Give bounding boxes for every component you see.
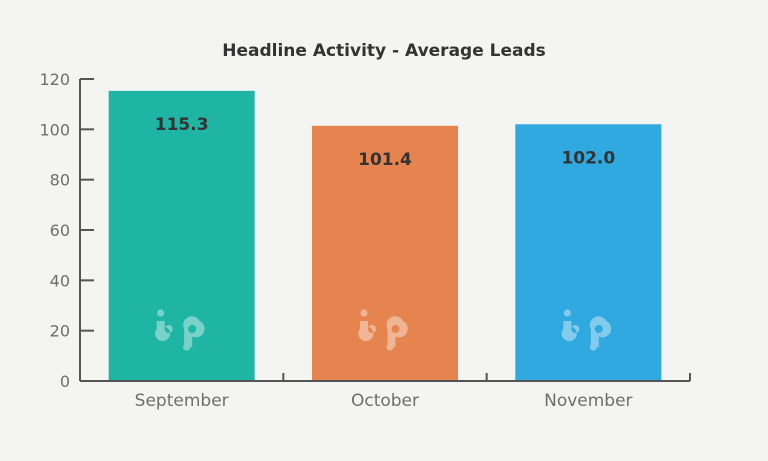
x-tick-label-september: September bbox=[135, 391, 229, 411]
bar-november bbox=[515, 124, 662, 382]
x-tick-label-november: November bbox=[544, 391, 632, 411]
y-tick-label-60: 60 bbox=[50, 221, 70, 240]
x-tick-label-october: October bbox=[351, 391, 419, 411]
y-tick-label-20: 20 bbox=[50, 322, 70, 341]
y-tick-label-0: 0 bbox=[60, 372, 70, 391]
y-tick-label-120: 120 bbox=[39, 70, 70, 89]
data-label-september: 115.3 bbox=[155, 115, 209, 135]
bp-logo-icon bbox=[155, 309, 205, 351]
plot-area: 115.3 September 101.4 October 102.0 November 0… bbox=[39, 70, 691, 411]
y-tick-label-80: 80 bbox=[50, 171, 70, 190]
bp-logo-icon bbox=[358, 309, 408, 351]
bar-september bbox=[108, 90, 255, 381]
bp-logo-icon bbox=[561, 309, 612, 351]
y-tick-label-100: 100 bbox=[39, 120, 70, 139]
data-label-october: 101.4 bbox=[358, 150, 412, 170]
chart-title: Headline Activity - Average Leads bbox=[222, 41, 546, 61]
bar-october bbox=[312, 125, 458, 381]
y-tick-label-40: 40 bbox=[50, 271, 70, 290]
data-label-november: 102.0 bbox=[561, 148, 615, 168]
